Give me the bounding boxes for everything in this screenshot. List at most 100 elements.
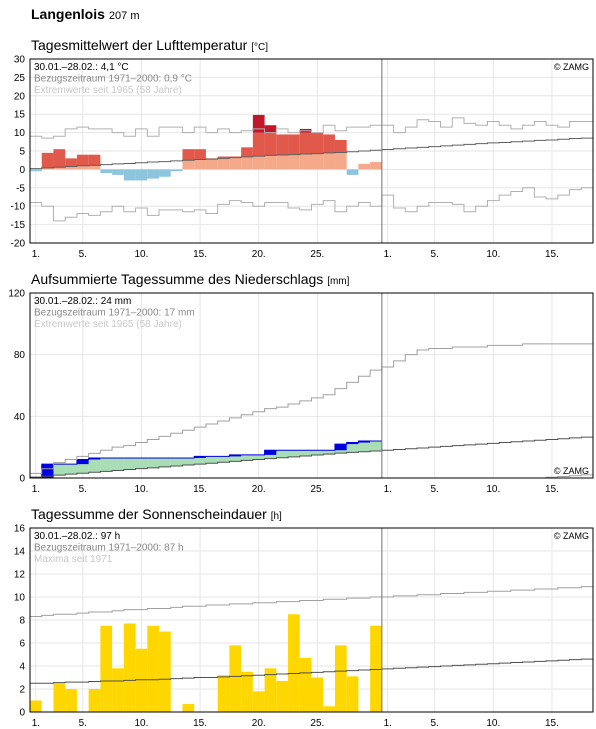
temp-bar-anomaly (76, 154, 89, 166)
sun-bar (288, 614, 300, 712)
precip-x-tick-label: 1. (384, 484, 392, 495)
precip-surplus-area (370, 441, 382, 452)
0-y-tick-label: 5 (19, 147, 25, 158)
sun-info3: Maxima seit 1971 (34, 554, 113, 565)
temp-bar-extreme (252, 114, 265, 133)
temp-bar-base (76, 165, 89, 170)
sun-bar (182, 703, 195, 712)
sun-plot-border (29, 527, 594, 713)
temp-bar-base (182, 160, 195, 170)
temp-bar-anomaly (65, 158, 77, 167)
temp-bar-anomaly (41, 152, 54, 168)
temp-bar-cold (170, 169, 183, 172)
temp-bar-base (299, 153, 312, 170)
precip-surplus-area (159, 457, 171, 467)
sun-bar (88, 689, 101, 712)
0-y-tick-label: 30 (14, 55, 26, 66)
0-y-tick-label: 25 (14, 73, 26, 84)
precip-credit: © ZAMG (554, 466, 589, 476)
sun-bar (334, 645, 347, 712)
temp-bar-cold (346, 169, 359, 175)
2-y-tick-label: 8 (19, 616, 25, 627)
temp-x-tick-label: 1. (384, 249, 392, 260)
sun-x-tick-label: 1. (384, 718, 392, 729)
sun-x-tick-label: 15. (193, 718, 207, 729)
precip-max-line (30, 343, 593, 474)
sun-bar (241, 671, 253, 712)
temp-bar-cold (147, 169, 160, 179)
sun-title-text: Tagessumme der Sonnenscheindauer (31, 506, 267, 522)
sun-x-tick-label: 20. (252, 718, 266, 729)
sun-bar (53, 683, 66, 712)
sunshine-chart: 16 14 12 10 8 6 4 2 0 1. 5. 10. 15. 20. 25. 1. 5. 10. 15. 3… (14, 524, 594, 729)
1-y-tick-label: 0 (19, 474, 25, 485)
0-y-tick-label: 20 (14, 91, 26, 102)
temp-bar-anomaly (217, 156, 230, 159)
temp-bar-base (41, 167, 54, 170)
temp-bar-base (65, 166, 77, 170)
2-y-tick-label: 0 (19, 708, 25, 719)
sun-x-tick-label: 10. (486, 718, 500, 729)
precip-daily-bar (41, 464, 54, 478)
temp-bar-base (53, 167, 66, 170)
precip-surplus-area (182, 457, 195, 466)
0-y-tick-label: 10 (14, 128, 26, 139)
precip-x-tick-label: 5. (430, 484, 438, 495)
temp-x-tick-label: 10. (134, 249, 148, 260)
precip-surplus-area (100, 457, 113, 472)
temp-bar-cold (159, 169, 171, 177)
sun-bar (276, 680, 289, 712)
temp-info2: Bezugszeitraum 1971–2000: 0,9 °C (34, 74, 192, 85)
precip-surplus-area (311, 450, 324, 456)
temp-x-tick-label: 5. (430, 249, 438, 260)
temp-x-tick-label: 5. (79, 249, 87, 260)
temp-bar-base (370, 162, 382, 170)
0-y-tick-label: -20 (11, 239, 26, 250)
precip-surplus-area (276, 450, 289, 458)
temp-bar-base (194, 159, 206, 170)
temp-mean-line (30, 137, 593, 170)
temp-lower-extreme-line (30, 187, 593, 222)
temp-bar-anomaly (182, 149, 195, 161)
precip-panel-title: Aufsummierte Tagessumme des Niederschlag… (31, 271, 349, 287)
temp-bar-extreme (264, 125, 277, 133)
sun-bar (100, 625, 113, 712)
precip-surplus-area (346, 442, 359, 453)
precip-surplus-area (135, 457, 148, 469)
temp-bar-base (276, 155, 289, 170)
station-name: Langenlois (31, 6, 105, 22)
temp-info1: 30.01.–28.02.: 4,1 °C (34, 62, 129, 73)
sun-x-tick-label: 15. (545, 718, 559, 729)
temp-bar-anomaly (299, 132, 312, 154)
temp-bar-anomaly (53, 149, 66, 168)
precip-surplus-area (358, 441, 371, 452)
precip-surplus-area (323, 450, 335, 455)
temp-bar-anomaly (334, 139, 347, 153)
precip-observed-line (30, 440, 382, 479)
precip-surplus-area (76, 459, 89, 474)
temp-bar-base (358, 163, 371, 170)
precip-surplus-area (147, 457, 160, 468)
sun-bar (299, 657, 312, 712)
precip-surplus-area (217, 456, 230, 463)
precipitation-chart: 120 80 40 0 1. 5. 10. 15. 20. 25. 1. 5. 10. 15. 30.01.… (8, 289, 594, 495)
temp-bar-anomaly (229, 156, 242, 158)
temp-info3: Extremwerte seit 1965 (58 Jahre) (34, 85, 182, 96)
2-y-tick-label: 6 (19, 639, 25, 650)
precip-title-unit: [mm] (327, 276, 350, 287)
sun-bar (30, 700, 42, 712)
sun-mean-line (30, 658, 593, 684)
temp-bar-base (217, 158, 230, 170)
sun-bar (123, 623, 136, 712)
temp-plot-border (29, 58, 594, 244)
0-y-tick-label: 0 (19, 165, 25, 176)
2-y-tick-label: 2 (19, 685, 25, 696)
precip-surplus-area (205, 456, 218, 464)
precip-title-text: Aufsummierte Tagessumme des Niederschlag… (31, 271, 324, 287)
sun-bar (346, 676, 359, 712)
temp-x-tick-label: 1. (32, 249, 40, 260)
2-y-tick-label: 12 (14, 570, 26, 581)
0-y-tick-label: -10 (11, 202, 26, 213)
temp-credit: © ZAMG (554, 62, 589, 72)
